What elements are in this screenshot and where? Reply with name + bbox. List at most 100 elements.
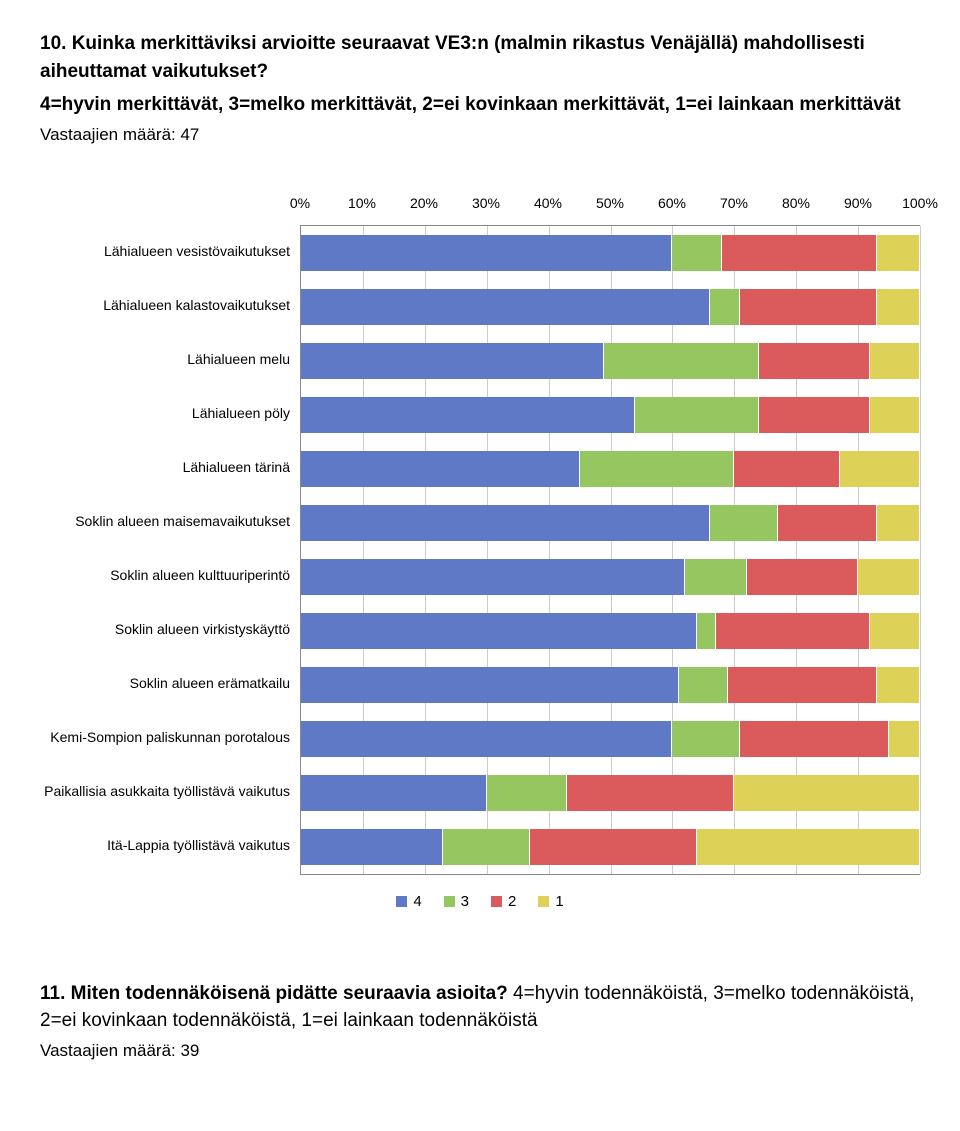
bar-segment-3 (685, 559, 747, 595)
x-tick: 60% (658, 195, 686, 211)
legend-swatch (444, 896, 455, 907)
bar-track (301, 451, 920, 487)
bar-segment-1 (734, 775, 920, 811)
bar-segment-1 (858, 559, 920, 595)
legend-item: 4 (396, 893, 421, 910)
bar-segment-3 (710, 505, 778, 541)
x-tick: 100% (902, 195, 938, 211)
bar-track (301, 289, 920, 325)
x-tick: 0% (290, 195, 310, 211)
bar-track (301, 721, 920, 757)
bar-row (301, 442, 920, 496)
bar-row (301, 226, 920, 280)
bar-segment-2 (530, 829, 697, 865)
category-label: Lähialueen vesistövaikutukset (40, 225, 300, 279)
legend-label: 3 (461, 893, 469, 910)
bar-segment-2 (716, 613, 871, 649)
bar-segment-2 (722, 235, 877, 271)
category-label: Lähialueen melu (40, 333, 300, 387)
bar-segment-1 (870, 613, 920, 649)
bar-segment-3 (697, 613, 716, 649)
x-tick: 30% (472, 195, 500, 211)
category-label: Soklin alueen erämatkailu (40, 657, 300, 711)
x-tick: 40% (534, 195, 562, 211)
x-tick: 80% (782, 195, 810, 211)
bar-segment-4 (301, 667, 679, 703)
bar-segment-4 (301, 505, 710, 541)
legend-item: 1 (538, 893, 563, 910)
bar-row (301, 334, 920, 388)
bar-segment-1 (870, 343, 920, 379)
category-label: Lähialueen pöly (40, 387, 300, 441)
category-label: Soklin alueen maisemavaikutukset (40, 495, 300, 549)
bar-segment-3 (580, 451, 735, 487)
bar-segment-1 (877, 235, 920, 271)
bar-segment-1 (870, 397, 920, 433)
category-label: Soklin alueen virkistyskäyttö (40, 603, 300, 657)
bar-segment-4 (301, 451, 580, 487)
bar-segment-3 (710, 289, 741, 325)
x-tick: 50% (596, 195, 624, 211)
bar-segment-2 (747, 559, 858, 595)
bar-segment-4 (301, 289, 710, 325)
bar-track (301, 667, 920, 703)
category-label: Soklin alueen kulttuuriperintö (40, 549, 300, 603)
bar-segment-2 (734, 451, 839, 487)
bar-segment-2 (759, 343, 870, 379)
bar-segment-4 (301, 775, 487, 811)
bar-segment-4 (301, 613, 697, 649)
bar-track (301, 559, 920, 595)
category-label: Kemi-Sompion paliskunnan porotalous (40, 711, 300, 765)
bar-track (301, 829, 920, 865)
bar-segment-4 (301, 397, 635, 433)
category-label: Paikallisia asukkaita työllistävä vaikut… (40, 765, 300, 819)
plot-area (300, 225, 920, 875)
q10-scale: 4=hyvin merkittävät, 3=melko merkittävät… (40, 91, 920, 119)
bar-row (301, 658, 920, 712)
bar-track (301, 235, 920, 271)
x-tick: 20% (410, 195, 438, 211)
bar-segment-3 (443, 829, 530, 865)
legend-label: 2 (508, 893, 516, 910)
legend-item: 2 (491, 893, 516, 910)
x-tick: 10% (348, 195, 376, 211)
x-tick: 70% (720, 195, 748, 211)
bar-segment-1 (877, 505, 920, 541)
bar-row (301, 766, 920, 820)
bar-segment-2 (740, 721, 889, 757)
bar-segment-4 (301, 343, 604, 379)
legend-swatch (538, 896, 549, 907)
bar-track (301, 613, 920, 649)
bar-row (301, 712, 920, 766)
bar-segment-3 (604, 343, 759, 379)
chart-legend: 4 3 2 1 (40, 893, 920, 910)
q10-respondents: Vastaajien määrä: 47 (40, 125, 920, 145)
bar-segment-2 (740, 289, 876, 325)
legend-label: 1 (555, 893, 563, 910)
bar-segment-1 (889, 721, 920, 757)
bar-row (301, 820, 920, 874)
q10-title: 10. Kuinka merkittäviksi arvioitte seura… (40, 30, 920, 85)
bar-segment-1 (697, 829, 920, 865)
x-tick: 90% (844, 195, 872, 211)
q10-chart: Lähialueen vesistövaikutuksetLähialueen … (40, 195, 920, 875)
legend-label: 4 (413, 893, 421, 910)
bar-row (301, 388, 920, 442)
legend-item: 3 (444, 893, 469, 910)
bar-segment-3 (672, 235, 722, 271)
bar-row (301, 280, 920, 334)
bar-segment-2 (778, 505, 877, 541)
category-label: Lähialueen kalastovaikutukset (40, 279, 300, 333)
bar-track (301, 505, 920, 541)
legend-swatch (491, 896, 502, 907)
category-label: Itä-Lappia työllistävä vaikutus (40, 819, 300, 873)
q11-title: 11. Miten todennäköisenä pidätte seuraav… (40, 980, 920, 1035)
bar-segment-1 (877, 289, 920, 325)
bar-track (301, 343, 920, 379)
bar-segment-2 (728, 667, 877, 703)
bar-segment-1 (840, 451, 920, 487)
x-axis-ticks: 0%10%20%30%40%50%60%70%80%90%100% (300, 195, 920, 225)
bar-segment-3 (679, 667, 729, 703)
q11-title-part1: 11. Miten todennäköisenä pidätte seuraav… (40, 983, 508, 1004)
bar-row (301, 604, 920, 658)
